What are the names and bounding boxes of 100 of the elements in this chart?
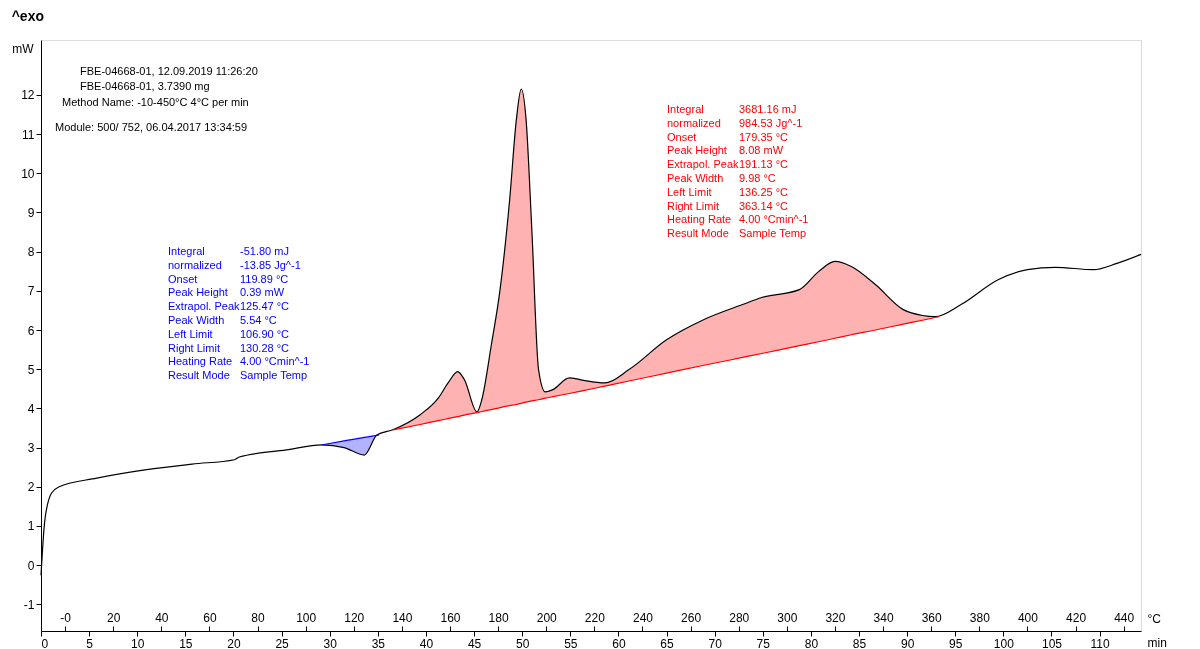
annotation: Method Name: -10-450°C 4°C per min [62, 96, 249, 108]
annotation: 125.47 °C [240, 300, 290, 313]
annotation: Sample Temp [240, 369, 308, 382]
x-tick-label: 40 [419, 636, 434, 649]
y-tick-label: 10 [21, 166, 35, 181]
x-tick-label: 30 [323, 636, 338, 649]
x2-axis-title: °C [1147, 611, 1162, 626]
x2-tick-label: 400 [1017, 610, 1039, 625]
y-tick-label: 4 [27, 401, 35, 416]
annotation: 984.53 Jg^-1 [739, 116, 803, 129]
annotation: 0.39 mW [240, 286, 285, 299]
line-series [392, 316, 940, 431]
x2-tick-label: 280 [729, 610, 750, 625]
x2-tick-label: 180 [488, 610, 509, 625]
x-tick-label: 15 [179, 636, 193, 649]
x2-tick-label: -0 [60, 610, 72, 625]
x-tick-label: 45 [467, 636, 482, 649]
annotation: normalized [667, 116, 721, 129]
x2-tick-label: 380 [969, 610, 991, 625]
annotation: Peak Width [667, 172, 724, 184]
x-tick-label: 20 [227, 636, 241, 649]
y-tick-label: 2 [27, 480, 35, 495]
x-tick-label: 80 [804, 636, 819, 649]
x2-tick-label: 200 [536, 610, 558, 625]
y-tick-label: -1 [23, 597, 35, 612]
annotation: Module: 500/ 752, 06.04.2017 13:34:59 [55, 121, 248, 133]
y-tick-label: 1 [27, 519, 35, 534]
annotation: Result Mode [667, 227, 729, 240]
annotation: 8.08 mW [739, 144, 784, 157]
y-tick-label: 0 [27, 558, 35, 573]
x2-tick-label: 80 [251, 610, 266, 625]
annotation: Onset [667, 130, 697, 143]
x-tick-label: 100 [993, 636, 1015, 649]
y-tick-label: 9 [27, 205, 35, 220]
annotation: Sample Temp [739, 227, 807, 240]
y-tick-label: 5 [27, 362, 35, 377]
y-tick-label: 8 [27, 245, 35, 260]
annotation: -51.80 mJ [240, 245, 289, 257]
x-tick-label: 5 [86, 636, 94, 649]
x-axis-title: min [1147, 635, 1167, 649]
x-tick-label: 25 [275, 636, 290, 649]
x2-tick-label: 160 [440, 610, 461, 625]
line-series [321, 434, 380, 446]
annotation: Heating Rate [667, 213, 732, 226]
annotation: 179.35 °C [739, 130, 789, 143]
annotation: Right Limit [667, 199, 719, 212]
x-tick-label: 10 [131, 636, 145, 649]
x-tick-label: 0 [41, 636, 49, 649]
x-tick-label: 105 [1041, 636, 1063, 649]
x-tick-label: 70 [708, 636, 723, 649]
annotation: FBE-04668-01, 12.09.2019 11:26:20 [80, 65, 258, 77]
annotation: Onset [168, 272, 198, 285]
y-tick-label: 7 [27, 284, 35, 299]
x-tick-label: 65 [660, 636, 675, 649]
annotation: Result Mode [168, 369, 230, 382]
annotation: Left Limit [667, 185, 712, 198]
annotation: Peak Height [667, 144, 727, 157]
annotation: Integral [667, 103, 704, 115]
x2-tick-label: 300 [777, 610, 798, 625]
y-axis-title: mW [12, 41, 35, 56]
x2-tick-label: 140 [392, 610, 413, 625]
x2-tick-label: 220 [584, 610, 606, 625]
annotation: 119.89 °C [240, 272, 289, 285]
annotation: 191.13 °C [739, 158, 789, 171]
annotation: -13.85 Jg^-1 [240, 258, 301, 271]
annotation: normalized [168, 258, 222, 271]
x2-tick-label: 60 [203, 610, 217, 625]
y-tick-label: 12 [21, 88, 35, 103]
annotation: 363.14 °C [739, 199, 789, 212]
x-tick-label: 110 [1090, 636, 1110, 649]
annotation: 130.28 °C [240, 341, 290, 354]
annotation: Peak Height [168, 286, 228, 299]
x2-tick-label: 360 [921, 610, 943, 625]
annotation: FBE-04668-01, 3.7390 mg [80, 80, 210, 92]
x2-tick-label: 40 [155, 610, 169, 625]
annotation: Left Limit [168, 327, 213, 340]
annotation: 3681.16 mJ [739, 103, 797, 115]
annotation: Peak Width [168, 314, 225, 326]
annotation: Extrapol. Peak [667, 158, 740, 171]
x2-tick-label: 420 [1066, 610, 1087, 625]
annotation: Heating Rate [168, 355, 233, 368]
x-tick-label: 85 [852, 636, 867, 649]
y-tick-label: 11 [22, 127, 35, 142]
x2-tick-label: 20 [107, 610, 121, 625]
x2-tick-label: 320 [825, 610, 846, 625]
annotation: 106.90 °C [240, 327, 290, 340]
x-tick-label: 55 [564, 636, 578, 649]
x2-tick-label: 120 [344, 610, 365, 625]
x2-tick-label: 100 [296, 610, 317, 625]
y-tick-label: 6 [27, 323, 35, 338]
annotation: Integral [168, 245, 205, 257]
x2-tick-label: 340 [873, 610, 894, 625]
annotation: Right Limit [168, 341, 220, 354]
x-tick-label: 75 [756, 636, 771, 649]
x-tick-label: 90 [900, 636, 915, 649]
y-tick-label: 3 [27, 441, 35, 456]
x2-tick-label: 260 [681, 610, 702, 625]
x2-tick-label: 240 [632, 610, 654, 625]
annotation: Extrapol. Peak [168, 300, 241, 313]
x-tick-label: 95 [949, 636, 963, 649]
